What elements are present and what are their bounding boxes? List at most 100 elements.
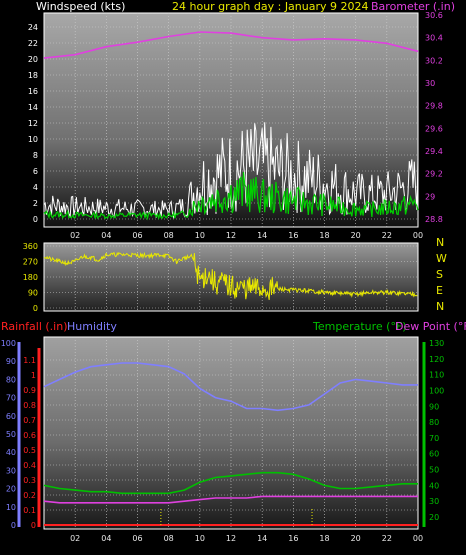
compass-label: S (436, 268, 443, 281)
temperature-tick-label: 120 (429, 355, 444, 364)
temperature-tick-label: 60 (429, 450, 439, 459)
humidity-tick-label: 0 (11, 521, 16, 530)
dewpoint-line (43, 495, 418, 504)
y-tick-label: 90 (28, 289, 38, 298)
x-tick-label: 02 (70, 231, 80, 240)
rain-tick-label: 0.3 (23, 476, 36, 485)
compass-label: E (436, 284, 443, 297)
rain-tick-label: 0.7 (23, 416, 36, 425)
y-tick-label: 0 (33, 215, 38, 224)
temperature-tick-label: 40 (429, 481, 439, 490)
humidity-label: Humidity (67, 320, 117, 333)
x-tick-label: 00 (413, 534, 423, 543)
y-tick-label: 180 (23, 273, 38, 282)
x-tick-label: 12 (226, 534, 236, 543)
temperature-tick-label: 30 (429, 497, 439, 506)
temperature-tick-label: 110 (429, 371, 444, 380)
humidity-tick-label: 30 (6, 466, 16, 475)
y-right-tick-label: 30.6 (425, 11, 443, 20)
wind-direction-line (43, 251, 418, 300)
x-tick-label: 06 (132, 534, 142, 543)
y-right-tick-label: 29.8 (425, 102, 443, 111)
x-tick-label: 20 (351, 534, 361, 543)
x-tick-label: 16 (288, 231, 298, 240)
humidity-tick-label: 20 (6, 485, 16, 494)
humidity-tick-label: 50 (6, 430, 16, 439)
x-tick-label: 06 (132, 231, 142, 240)
chart-title: 24 hour graph day : January 9 2024 (172, 0, 369, 13)
y-tick-label: 2 (33, 199, 38, 208)
rain-tick-label: 1 (31, 371, 36, 380)
y-tick-label: 12 (28, 119, 38, 128)
rain-tick-label: 0.4 (23, 461, 36, 470)
temperature-tick-label: 20 (429, 513, 439, 522)
humidity-tick-label: 80 (6, 375, 16, 384)
x-tick-label: 22 (382, 231, 392, 240)
y-tick-label: 6 (33, 167, 38, 176)
humidity-line (43, 362, 418, 412)
humidity-tick-label: 10 (6, 503, 16, 512)
rain-tick-label: 0.2 (23, 491, 36, 500)
x-tick-label: 14 (257, 231, 267, 240)
x-tick-label: 22 (382, 534, 392, 543)
y-tick-label: 8 (33, 151, 38, 160)
windspeed-label: Windspeed (kts) (36, 0, 125, 13)
x-tick-label: 14 (257, 534, 267, 543)
x-tick-label: 10 (195, 534, 205, 543)
y-tick-label: 10 (28, 135, 38, 144)
humidity-tick-label: 40 (6, 448, 16, 457)
rain-tick-label: 0 (31, 521, 36, 530)
y-right-tick-label: 30 (425, 79, 435, 88)
y-tick-label: 270 (23, 258, 38, 267)
y-right-tick-label: 28.8 (425, 215, 443, 224)
y-tick-label: 18 (28, 71, 38, 80)
x-tick-label: 10 (195, 231, 205, 240)
y-right-tick-label: 29.2 (425, 170, 443, 179)
x-tick-label: 08 (164, 231, 174, 240)
x-tick-label: 18 (319, 231, 329, 240)
x-tick-label: 18 (319, 534, 329, 543)
x-tick-label: 04 (101, 534, 111, 543)
y-tick-label: 0 (33, 304, 38, 313)
temperature-tick-label: 90 (429, 402, 439, 411)
temperature-line (43, 471, 418, 495)
temperature-label: Temperature (°F) (312, 320, 407, 333)
temperature-tick-label: 70 (429, 434, 439, 443)
y-right-tick-label: 29.6 (425, 124, 443, 133)
rain-tick-label: 0.8 (23, 401, 36, 410)
x-tick-label: 12 (226, 231, 236, 240)
y-tick-label: 24 (28, 23, 38, 32)
windspeed-line (43, 122, 419, 219)
x-tick-label: 04 (101, 231, 111, 240)
x-tick-label: 20 (351, 231, 361, 240)
wind-gust-line (43, 172, 419, 221)
humidity-tick-label: 100 (1, 339, 16, 348)
y-tick-label: 20 (28, 55, 38, 64)
humidity-tick-label: 60 (6, 412, 16, 421)
compass-label: N (436, 300, 444, 313)
rain-tick-label: 0.6 (23, 431, 36, 440)
x-tick-label: 16 (288, 534, 298, 543)
y-right-tick-label: 29 (425, 192, 435, 201)
temperature-tick-label: 100 (429, 386, 444, 395)
dewpoint-label: Dew Point (°F) (395, 320, 466, 333)
y-tick-label: 16 (28, 87, 38, 96)
barometer-line (43, 31, 419, 59)
rain-tick-label: 0.5 (23, 446, 36, 455)
rainfall-label: Rainfall (.in) (1, 320, 68, 333)
x-tick-label: 00 (413, 231, 423, 240)
rain-tick-label: 0.9 (23, 386, 36, 395)
rain-tick-label: 1.1 (23, 356, 36, 365)
y-tick-label: 14 (28, 103, 38, 112)
compass-label: N (436, 236, 444, 249)
x-tick-label: 08 (164, 534, 174, 543)
temperature-tick-label: 130 (429, 339, 444, 348)
humidity-tick-label: 90 (6, 357, 16, 366)
y-right-tick-label: 30.2 (425, 56, 443, 65)
compass-label: W (436, 252, 447, 265)
y-tick-label: 360 (23, 242, 38, 251)
x-tick-label: 02 (70, 534, 80, 543)
y-right-tick-label: 29.4 (425, 147, 443, 156)
